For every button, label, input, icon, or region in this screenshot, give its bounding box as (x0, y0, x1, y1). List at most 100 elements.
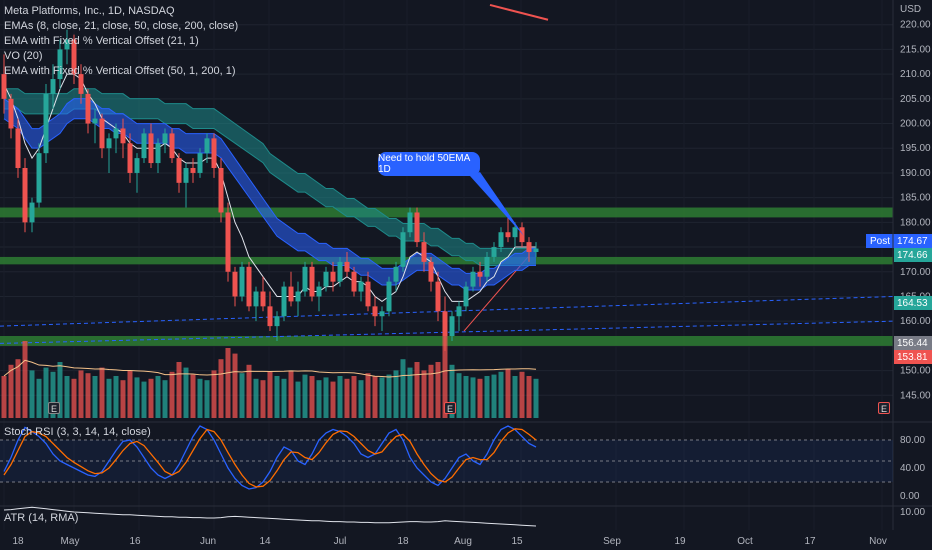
price-axis-label: 180.00 (900, 217, 931, 228)
candle-body (442, 311, 448, 336)
volume-bar (470, 377, 476, 418)
candle-body (190, 168, 196, 173)
volume-bar (211, 370, 217, 418)
price-axis-label: 210.00 (900, 69, 931, 80)
candle-body (470, 271, 476, 287)
earnings-marker[interactable]: E (444, 402, 456, 414)
volume-bar (505, 369, 511, 418)
volume-bar (253, 378, 259, 418)
earnings-marker[interactable]: E (878, 402, 890, 414)
price-tag-label: Post (870, 236, 890, 247)
volume-bar (316, 380, 322, 418)
trend-line (0, 320, 894, 344)
candle-body (176, 158, 182, 183)
time-axis-label: Aug (454, 536, 472, 547)
time-axis-label: 18 (12, 536, 24, 547)
chart-legend: Meta Platforms, Inc., 1D, NASDAQ EMAs (8… (4, 4, 238, 79)
candle-body (36, 153, 42, 203)
volume-bar (43, 367, 49, 418)
price-tag-bg (894, 350, 932, 364)
price-tag-bg (894, 296, 932, 310)
candle-body (379, 311, 385, 317)
candle-body (274, 316, 280, 327)
volume-bar (400, 359, 406, 418)
time-axis-label: May (61, 536, 80, 547)
candle-body (92, 118, 98, 124)
candle-body (386, 281, 392, 312)
trend-line (0, 295, 894, 327)
candle-body (1, 74, 7, 99)
legend-title: Meta Platforms, Inc., 1D, NASDAQ (4, 5, 175, 17)
candle-body (477, 271, 483, 277)
stoch-d-line (3, 428, 537, 488)
earnings-marker[interactable]: E (48, 402, 60, 414)
volume-bar (1, 376, 7, 418)
currency-label: USD (900, 4, 921, 15)
volume-bar (57, 362, 63, 418)
time-axis-label: 14 (259, 536, 271, 547)
candle-body (15, 128, 21, 168)
candle-body (204, 138, 210, 154)
volume-bar (351, 376, 357, 418)
atr-line (3, 506, 537, 527)
candle-body (169, 133, 175, 159)
stoch-rsi-label: Stoch RSI (3, 3, 14, 14, close) (4, 426, 151, 438)
price-tag-bg (894, 336, 932, 350)
annotation-callout[interactable]: Need to hold 50EMA 1D (378, 152, 480, 176)
volume-bar (519, 371, 525, 418)
time-axis-label: Jun (200, 536, 216, 547)
volume-bar (85, 373, 91, 418)
candle-body (260, 291, 266, 307)
candle-body (162, 133, 168, 144)
candle-body (225, 212, 231, 272)
candle-body (29, 202, 35, 223)
candle-body (323, 271, 329, 287)
volume-bar (106, 378, 112, 418)
candle-body (330, 271, 336, 282)
candle-body (358, 281, 364, 292)
candle-body (456, 306, 462, 317)
volume-bar (288, 370, 294, 418)
ema50-band (4, 88, 536, 266)
volume-bar (218, 359, 224, 418)
price-axis-label: 195.00 (900, 143, 931, 154)
volume-bar (344, 378, 350, 418)
volume-bar (71, 378, 77, 418)
candle-body (120, 128, 126, 144)
candle-body (57, 49, 63, 80)
volume-bar (99, 367, 105, 418)
candle-body (449, 316, 455, 336)
candle-body (211, 138, 217, 168)
candle-body (197, 153, 203, 173)
candle-body (106, 138, 112, 149)
candle-body (127, 143, 133, 173)
volume-bar (274, 376, 280, 418)
volume-bar (337, 376, 343, 418)
candle-body (78, 74, 84, 94)
volume-bar (225, 348, 231, 418)
support-zone (0, 256, 893, 265)
volume-bar (197, 378, 203, 418)
candle-body (316, 286, 322, 297)
candle-body (428, 261, 434, 282)
price-axis-label: 215.00 (900, 44, 931, 55)
candle-body (253, 291, 259, 307)
volume-bar (365, 373, 371, 418)
time-axis-label: Nov (869, 536, 887, 547)
candle-body (134, 158, 140, 173)
volume-bar (246, 364, 252, 418)
legend-offset-50-line: EMA with Fixed % Vertical Offset (50, 1,… (4, 65, 236, 77)
candle-body (484, 256, 490, 277)
volume-bar (8, 364, 14, 418)
price-tag-value: 156.44 (897, 338, 928, 349)
volume-bar (127, 370, 133, 418)
candle-body (400, 232, 406, 267)
price-axis-label: 185.00 (900, 193, 931, 204)
candle-body (372, 306, 378, 317)
candle-body (393, 266, 399, 282)
volume-bar (267, 371, 273, 418)
volume-bar (162, 380, 168, 418)
candle-body (183, 168, 189, 183)
volume-bar (141, 381, 147, 418)
